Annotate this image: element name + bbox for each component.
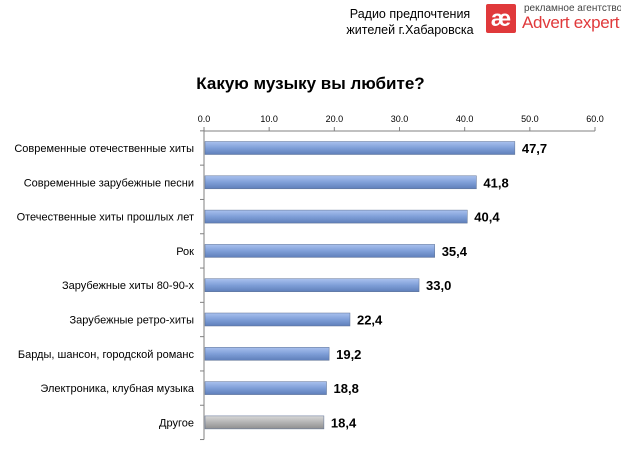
- data-label: 41,8: [483, 175, 508, 190]
- category-label: Электроника, клубная музыка: [40, 383, 194, 395]
- category-label: Рок: [176, 246, 194, 258]
- data-label: 33,0: [426, 278, 451, 293]
- bar: [204, 175, 477, 190]
- category-label: Зарубежные хиты 80-90-х: [62, 280, 195, 292]
- bar: [204, 312, 351, 327]
- data-label: 18,8: [334, 381, 359, 396]
- data-label: 18,4: [331, 415, 357, 430]
- data-label: 22,4: [357, 313, 383, 328]
- category-label: Барды, шансон, городской романс: [18, 349, 195, 361]
- data-label: 40,4: [474, 210, 500, 225]
- category-label: Зарубежные ретро-хиты: [70, 315, 195, 327]
- bar: [204, 381, 327, 395]
- category-label: Другое: [159, 417, 194, 429]
- logo-name: Advert expert: [522, 13, 620, 32]
- logo-mark: æ: [490, 5, 512, 31]
- category-label: Отечественные хиты прошлых лет: [17, 212, 194, 224]
- x-tick-label: 10.0: [260, 114, 278, 124]
- chart-title: Какую музыку вы любите?: [196, 74, 425, 93]
- bar: [204, 244, 435, 258]
- data-label: 35,4: [442, 244, 468, 259]
- header-line-2: жителей г.Хабаровска: [346, 23, 474, 37]
- category-label: Современные отечественные хиты: [14, 143, 194, 155]
- x-tick-label: 40.0: [456, 114, 474, 124]
- bar: [204, 141, 516, 155]
- bar: [204, 209, 468, 224]
- bar: [204, 347, 330, 361]
- x-tick-label: 20.0: [326, 114, 344, 124]
- category-label: Современные зарубежные песни: [24, 177, 194, 189]
- x-tick-label: 60.0: [586, 114, 604, 124]
- advert-expert-logo-icon: æ: [486, 4, 516, 33]
- header-line-1: Радио предпочтения: [349, 7, 471, 21]
- bar: [204, 415, 325, 430]
- bar: [204, 278, 420, 292]
- data-label: 19,2: [336, 347, 361, 362]
- x-tick-label: 30.0: [391, 114, 409, 124]
- header-text: Радио предпочтения жителей г.Хабаровска: [345, 6, 475, 38]
- x-tick-label: 0.0: [198, 114, 211, 124]
- logo-tagline: рекламное агентство: [524, 3, 621, 14]
- data-label: 47,7: [522, 141, 547, 156]
- x-tick-label: 50.0: [521, 114, 539, 124]
